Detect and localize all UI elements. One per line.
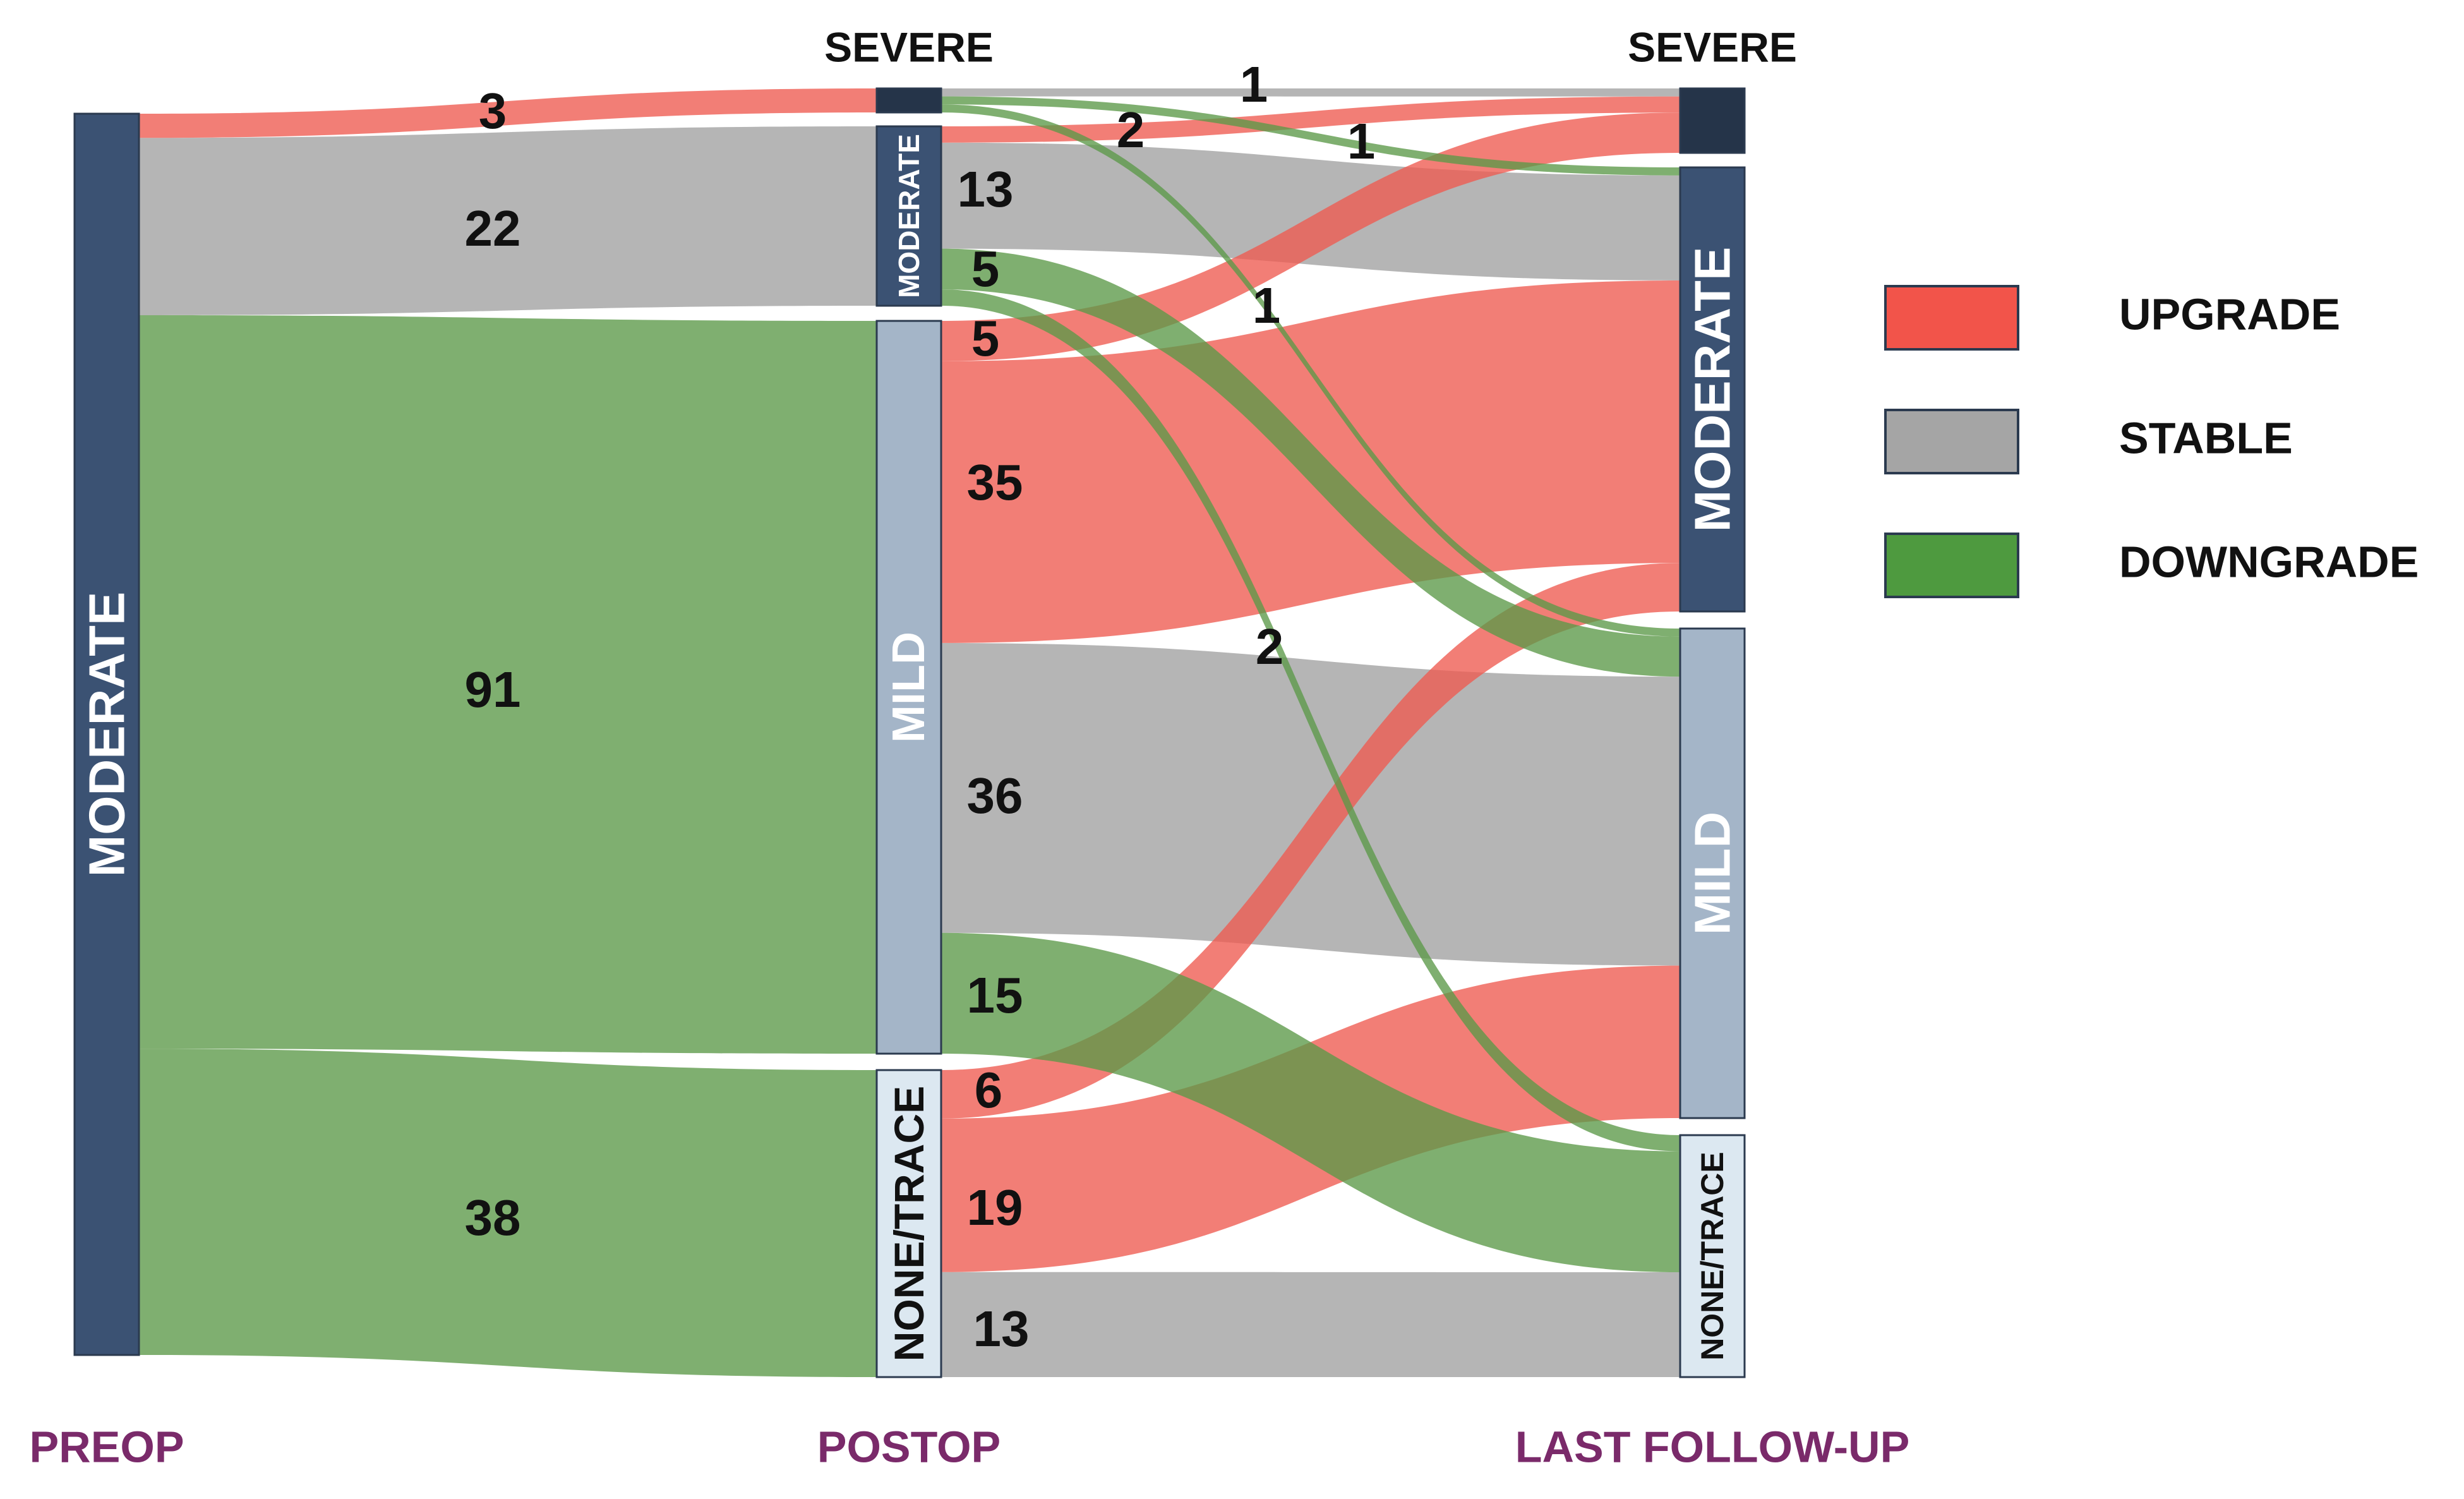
flow-post_mild-to-last_mild — [941, 642, 1680, 966]
flows-layer — [139, 88, 1680, 1377]
flow-post_moderate-to-last_mild — [941, 248, 1680, 677]
node-preop_moderate — [73, 112, 140, 1356]
flow-preop_moderate-to-post_moderate — [139, 126, 877, 315]
flow-preop_moderate-to-post_none — [139, 1049, 877, 1377]
flow-label-post_moderate-to-last_severe: 2 — [1117, 102, 1145, 158]
flow-post_moderate-to-last_none — [941, 289, 1680, 1152]
node-last_severe — [1679, 87, 1746, 154]
legend-swatch-downgrade — [1884, 533, 2019, 598]
flow-post_none-to-last_moderate — [941, 563, 1680, 1119]
node-label-last_severe: SEVERE — [1628, 23, 1797, 70]
flow-label-post_moderate-to-last_none: 2 — [1256, 618, 1284, 675]
flow-post_severe-to-last_severe — [941, 88, 1680, 97]
flow-label-post_none-to-last_mild: 19 — [967, 1179, 1023, 1236]
flow-label-preop_moderate-to-post_moderate: 22 — [465, 200, 521, 256]
node-post_severe — [875, 87, 942, 114]
legend-label-upgrade: UPGRADE — [2119, 289, 2340, 339]
node-post_mild — [875, 320, 942, 1055]
flow-label-post_severe-to-last_severe: 1 — [1240, 56, 1268, 112]
flow-post_moderate-to-last_severe — [941, 96, 1680, 143]
stage-label-preop: PREOP — [29, 1422, 184, 1471]
flow-label-post_moderate-to-last_mild: 5 — [971, 241, 1000, 297]
node-last_mild — [1679, 627, 1746, 1119]
node-label-last_moderate: MODERATE — [1685, 247, 1741, 533]
node-label-post_mild: MILD — [884, 632, 934, 743]
flow-labels-layer: 3 22 91 38 1 1 1 2 13 5 2 5 35 36 15 6 19 13 — [465, 56, 1376, 1357]
node-last_moderate — [1679, 166, 1746, 613]
flow-post_mild-to-last_none — [941, 932, 1680, 1273]
flow-label-post_mild-to-last_none: 15 — [967, 967, 1023, 1023]
stage-label-postop: POSTOP — [817, 1422, 1001, 1471]
flow-label-preop_moderate-to-post_mild: 91 — [465, 661, 521, 718]
flow-label-post_none-to-last_moderate: 6 — [975, 1062, 1003, 1118]
legend: UPGRADE STABLE DOWNGRADE — [1884, 285, 2419, 598]
flow-label-post_mild-to-last_moderate: 35 — [967, 454, 1023, 510]
node-label-post_moderate: MODERATE — [892, 134, 925, 298]
legend-swatch-upgrade — [1884, 285, 2019, 351]
flow-label-post_none-to-last_none: 13 — [973, 1301, 1030, 1357]
flow-label-post_moderate-to-last_moderate: 13 — [958, 161, 1014, 217]
flow-label-post_mild-to-last_mild: 36 — [967, 768, 1023, 824]
legend-swatch-stable — [1884, 409, 2019, 474]
node-label-last_mild: MILD — [1685, 812, 1741, 936]
flow-label-preop_moderate-to-post_severe: 3 — [479, 83, 507, 139]
flow-post_severe-to-last_mild — [941, 104, 1680, 637]
flow-label-post_severe-to-last_moderate: 1 — [1347, 113, 1376, 169]
flow-post_severe-to-last_moderate — [941, 96, 1680, 176]
legend-label-downgrade: DOWNGRADE — [2119, 537, 2419, 586]
flow-post_none-to-last_none — [941, 1272, 1680, 1377]
node-label-post_severe: SEVERE — [824, 23, 994, 70]
node-post_none — [875, 1069, 942, 1378]
node-label-last_none: NONE/TRACE — [1695, 1152, 1730, 1361]
stage-label-last: LAST FOLLOW-UP — [1515, 1422, 1910, 1471]
flow-post_moderate-to-last_moderate — [941, 142, 1680, 280]
flow-preop_moderate-to-post_severe — [139, 88, 877, 138]
node-last_none — [1679, 1134, 1746, 1378]
flow-preop_moderate-to-post_mild — [139, 315, 877, 1054]
node-label-preop_moderate: MODERATE — [79, 592, 135, 877]
legend-label-stable: STABLE — [2119, 413, 2293, 462]
flow-label-post_mild-to-last_severe: 5 — [971, 310, 1000, 366]
node-post_moderate — [875, 125, 942, 307]
nodes-layer: MODERATE SEVERE MODERATE MILD NONE/TRACE SEVE… — [73, 23, 1797, 1378]
stage-labels: PREOP POSTOP LAST FOLLOW-UP — [29, 1422, 1909, 1471]
node-label-post_none: NONE/TRACE — [886, 1086, 932, 1361]
flow-label-preop_moderate-to-post_none: 38 — [465, 1189, 521, 1246]
flow-label-post_severe-to-last_mild: 1 — [1253, 277, 1281, 334]
